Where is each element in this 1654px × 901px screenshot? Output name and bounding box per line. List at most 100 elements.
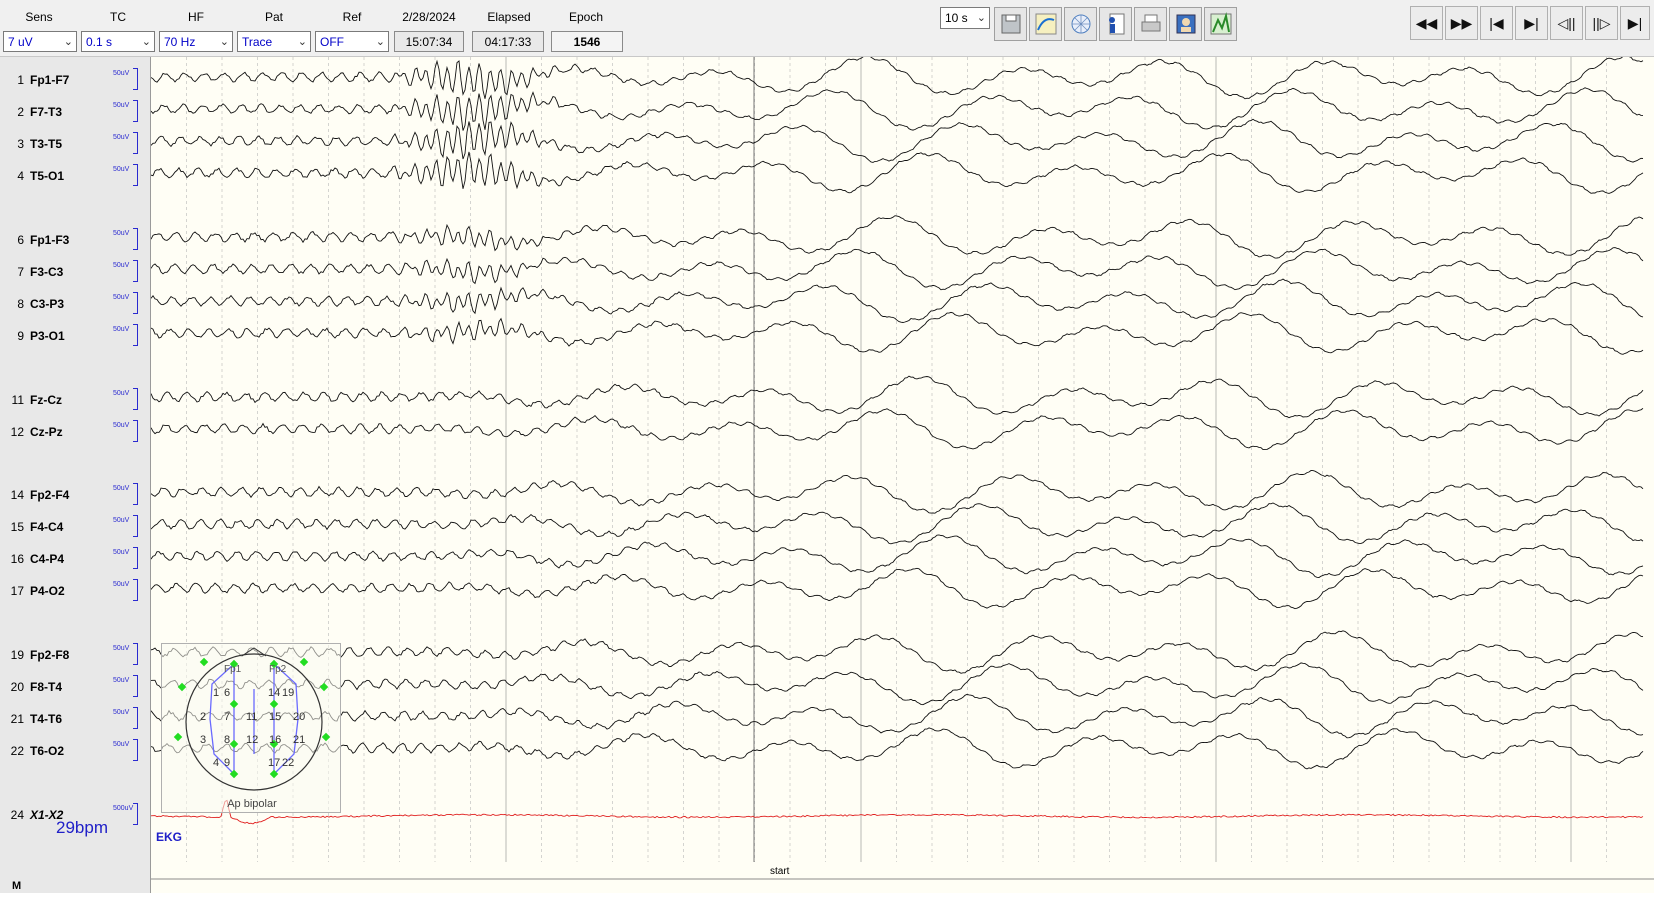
channel-number: 14 (10, 488, 24, 502)
channel-name[interactable]: T6-O2 (30, 744, 65, 758)
event-marker-label[interactable]: start (770, 866, 790, 877)
channel-sensitivity: 50uV (113, 262, 130, 269)
eeg-trace (150, 375, 1644, 419)
spectral-button[interactable] (1204, 7, 1237, 41)
ekg-label: EKG (156, 830, 183, 844)
last-epoch-icon: ▶| (1524, 14, 1539, 31)
channel-name[interactable]: P3-O1 (30, 329, 65, 343)
page-length-select[interactable]: 10 s ⌄ (940, 7, 990, 29)
montage-channel-17: 17 (268, 757, 281, 769)
channel-name[interactable]: F7-T3 (30, 105, 63, 119)
eeg-trace (150, 662, 1644, 706)
eeg-trace (150, 630, 1644, 674)
electrode-label-fp1: Fp1 (224, 664, 242, 675)
pat-select[interactable]: Trace ⌄ (237, 31, 311, 52)
head-diagram (173, 647, 331, 791)
epoch-input[interactable]: 1546 (551, 31, 623, 52)
tc-select[interactable]: 0.1 s ⌄ (81, 31, 155, 52)
chevron-down-icon: ⌄ (141, 36, 151, 48)
channel-number: 2 (17, 105, 24, 119)
calibration-bar (133, 68, 138, 90)
channel-name[interactable]: T5-O1 (30, 169, 65, 183)
hf-select[interactable]: 70 Hz ⌄ (159, 31, 233, 52)
patient-info-button[interactable] (1099, 7, 1132, 41)
channel-name[interactable]: Cz-Pz (30, 425, 63, 439)
channel-name[interactable]: Fz-Cz (30, 393, 62, 407)
trend-button[interactable] (1029, 7, 1062, 41)
date-header: 2/28/2024 (402, 10, 456, 24)
step-forward-button[interactable]: ||▷ (1585, 6, 1618, 40)
electrode-map-button[interactable] (1064, 7, 1097, 41)
channel-name[interactable]: T4-T6 (30, 712, 63, 726)
chevron-down-icon: ⌄ (297, 36, 307, 48)
elapsed-display: 04:17:33 (472, 31, 544, 52)
pat-header: Pat (264, 10, 283, 24)
eeg-trace-area[interactable] (150, 54, 1654, 893)
montage-channel-7: 7 (224, 711, 231, 723)
channel-sensitivity: 50uV (113, 326, 130, 333)
channel-sensitivity: 50uV (113, 581, 130, 588)
step-forward-icon: ||▷ (1592, 14, 1611, 31)
channel-number: 16 (10, 552, 24, 566)
channel-name[interactable]: Fp2-F4 (30, 488, 70, 502)
channel-name[interactable]: T3-T5 (30, 137, 63, 151)
clock-display: 15:07:34 (394, 31, 464, 52)
montage-head-map[interactable]: Fp1 Fp2 1 6 14 19 2 7 11 15 20 3 8 12 16… (161, 643, 341, 813)
channel-sensitivity: 50uV (113, 517, 130, 524)
first-epoch-button[interactable]: |◀ (1480, 6, 1513, 40)
montage-channel-3: 3 (200, 734, 207, 746)
channel-sensitivity: 50uV (113, 134, 130, 141)
montage-channel-22: 22 (282, 757, 295, 769)
montage-channel-8: 8 (224, 734, 231, 746)
print-button[interactable] (1134, 7, 1167, 41)
montage-channel-1: 1 (213, 687, 220, 699)
ref-select[interactable]: OFF ⌄ (315, 31, 389, 52)
eeg-trace (150, 87, 1644, 131)
channel-name[interactable]: Fp2-F8 (30, 648, 70, 662)
calibration-bar (133, 292, 138, 314)
channel-number: 4 (17, 169, 24, 183)
sens-header: Sens (25, 10, 53, 24)
calibration-bar (133, 579, 138, 601)
video-button[interactable] (1169, 7, 1202, 41)
montage-caption: Ap bipolar (227, 798, 277, 810)
calibration-bar (133, 547, 138, 569)
heart-rate-readout: 29bpm (56, 818, 108, 837)
hf-header: HF (188, 10, 204, 24)
montage-channel-9: 9 (224, 757, 231, 769)
channel-sensitivity: 50uV (113, 549, 130, 556)
save-button[interactable] (994, 7, 1027, 41)
eeg-trace (150, 534, 1644, 578)
step-back-button[interactable]: ◁|| (1550, 6, 1583, 40)
marker-jump-icon: ▶| (1627, 14, 1643, 31)
calibration-bar (133, 164, 138, 186)
eeg-trace (150, 693, 1644, 739)
channel-name[interactable]: Fp1-F3 (30, 233, 70, 247)
sens-select[interactable]: 7 uV ⌄ (3, 31, 77, 52)
eeg-trace (150, 215, 1644, 259)
calibration-bar (133, 420, 138, 442)
channel-name[interactable]: X1-X2 (30, 808, 64, 822)
last-epoch-button[interactable]: ▶| (1515, 6, 1548, 40)
chevron-down-icon: ⌄ (219, 36, 229, 48)
channel-name[interactable]: Fp1-F7 (30, 73, 70, 87)
channel-name[interactable]: P4-O2 (30, 584, 65, 598)
channel-name[interactable]: C3-P3 (30, 297, 65, 311)
eeg-trace (150, 311, 1644, 355)
channel-name[interactable]: F4-C4 (30, 520, 64, 534)
fast-forward-button[interactable]: ▶▶ (1445, 6, 1478, 40)
montage-channel-14: 14 (268, 687, 281, 699)
channel-name[interactable]: F8-T4 (30, 680, 63, 694)
trend-icon (1035, 13, 1056, 35)
rewind-button[interactable]: ◀◀ (1410, 6, 1443, 40)
chevron-down-icon: ⌄ (375, 36, 385, 48)
chevron-down-icon: ⌄ (976, 12, 986, 24)
channel-sensitivity: 50uV (113, 741, 130, 748)
calibration-bar (133, 515, 138, 537)
channel-number: 9 (17, 329, 24, 343)
calibration-bar (133, 643, 138, 665)
epoch-header: Epoch (568, 10, 604, 24)
marker-jump-button[interactable]: ▶| (1620, 6, 1650, 40)
channel-name[interactable]: C4-P4 (30, 552, 65, 566)
channel-name[interactable]: F3-C3 (30, 265, 64, 279)
